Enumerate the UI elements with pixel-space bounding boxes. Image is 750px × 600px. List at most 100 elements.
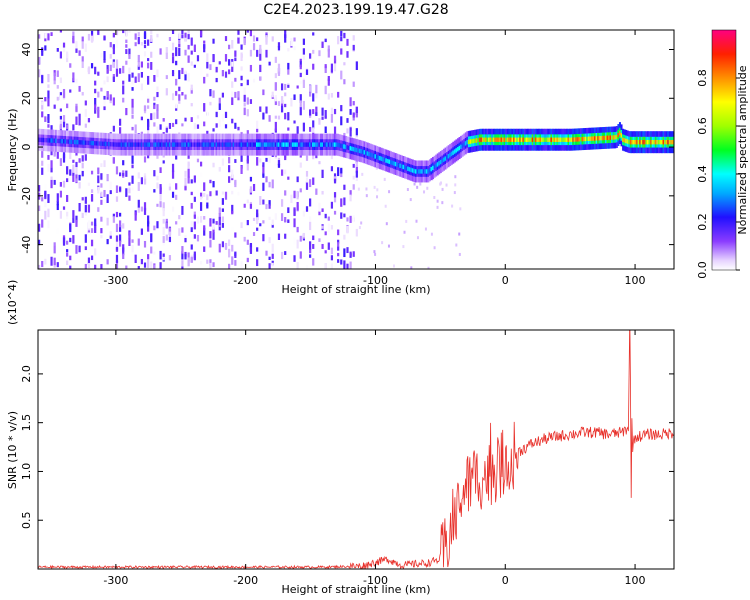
spectrogram-cell <box>352 175 355 180</box>
spectrogram-cell <box>445 183 448 187</box>
spectrogram-cell <box>231 244 234 252</box>
spectrogram-cell <box>109 190 112 195</box>
spectrogram-cell <box>343 197 346 206</box>
spectrogram-cell <box>53 242 56 246</box>
spectrogram-cell <box>302 100 305 110</box>
spectrogram-cell <box>299 251 302 259</box>
spectrogram-cell <box>184 235 187 240</box>
spectral-ridge-core <box>520 137 523 142</box>
spectrogram-cell <box>337 242 340 247</box>
spectrogram-cell <box>355 113 358 118</box>
spectrogram-cell <box>134 30 137 37</box>
spectrogram-cell <box>122 65 125 74</box>
spectrogram-cell <box>84 116 87 123</box>
spectral-ridge-core <box>435 163 438 168</box>
spectral-ridge-core <box>391 160 394 166</box>
spectrogram-cell <box>134 254 137 264</box>
spectrogram-cell <box>349 194 352 202</box>
spectrogram-cell <box>131 164 134 169</box>
y-tick-label: -40 <box>20 236 33 254</box>
spectrogram-cell <box>309 241 312 250</box>
spectral-ridge-core <box>39 137 42 143</box>
spectrogram-cell <box>97 167 100 175</box>
spectral-ridge-core <box>310 142 313 147</box>
spectrogram-cell <box>97 175 100 184</box>
spectral-ridge-core <box>70 139 73 144</box>
spectral-ridge-core <box>600 135 603 141</box>
spectral-ridge-core <box>513 137 516 142</box>
snr-frame <box>37 329 675 570</box>
spectral-ridge-core <box>73 139 76 145</box>
spectral-ridge-core <box>139 142 142 147</box>
spectrogram-cell <box>193 214 196 219</box>
spectral-ridge-core <box>128 142 131 147</box>
spectral-ridge-core <box>97 141 100 146</box>
spectrogram-cell <box>321 116 324 120</box>
y-tick-label: 1.5 <box>20 414 33 432</box>
spectral-ridge-core <box>511 137 514 142</box>
spectrogram-cell <box>41 167 44 175</box>
spectral-ridge-core <box>590 136 593 141</box>
spectrogram-cell <box>69 237 72 243</box>
spectral-ridge-core <box>380 156 383 161</box>
spectrogram-cell <box>159 48 162 55</box>
spectrogram-cell <box>72 218 75 223</box>
spectrogram-cell <box>221 198 224 205</box>
spectrogram-cell <box>143 240 147 248</box>
spectrogram-cell <box>47 74 50 83</box>
spectrogram-cell <box>355 61 358 70</box>
spectral-ridge-core <box>626 139 629 144</box>
spectrogram-cell <box>156 182 159 189</box>
spectrogram-cell <box>56 228 59 234</box>
spectrogram-cell <box>252 183 256 192</box>
spectrogram-cell <box>147 259 150 268</box>
spectral-ridge-core <box>637 139 640 145</box>
y-tick-label: 40 <box>20 43 33 57</box>
spectrogram-cell <box>59 182 63 187</box>
spectrogram-cell <box>137 206 140 213</box>
spectrogram-cell <box>321 243 324 249</box>
spectrogram-cell <box>66 260 69 266</box>
spectrogram-cell <box>312 127 315 133</box>
spectrogram-cell <box>84 204 87 213</box>
spectrogram-cell <box>343 184 346 190</box>
spectrogram-cell <box>206 197 209 206</box>
spectrogram-cell <box>405 219 408 223</box>
spectrogram-cell <box>44 258 47 265</box>
spectrogram-cell <box>134 76 137 83</box>
spectral-ridge-core <box>103 141 106 147</box>
spectral-ridge-core <box>178 142 181 147</box>
spectral-ridge-core <box>433 164 436 169</box>
spectral-ridge-core <box>136 142 139 147</box>
spectrogram-cell <box>312 49 315 54</box>
spectrogram-cell <box>62 206 66 210</box>
spectrogram-cell <box>103 99 106 107</box>
spectrogram-cell <box>122 223 125 229</box>
spectral-ridge-core <box>167 142 170 147</box>
spectral-ridge <box>38 122 674 183</box>
spectrogram-cell <box>215 77 218 83</box>
spectrogram-cell <box>340 198 343 207</box>
spectral-ridge-core <box>270 142 273 147</box>
spectrogram-cell <box>156 69 159 78</box>
spectrogram-cell <box>147 226 150 232</box>
spectrogram-cell <box>84 263 87 269</box>
y-tick-label: -20 <box>20 187 33 205</box>
spectrogram-cell <box>62 43 66 53</box>
spectral-ridge-core <box>472 138 475 144</box>
spectral-ridge-core <box>375 154 378 160</box>
spectrogram-x-axis-label: Height of straight line (km) <box>281 283 430 296</box>
spectrogram-cell <box>218 97 221 104</box>
spectrogram-cell <box>240 154 243 162</box>
spectral-ridge-core <box>280 142 283 147</box>
spectral-ridge-core <box>284 142 287 147</box>
spectrogram-cell <box>218 166 221 172</box>
spectral-ridge-core <box>651 139 654 145</box>
spectrogram-cell <box>178 36 181 45</box>
spectrogram-cell <box>84 246 87 251</box>
spectrogram-cell <box>256 120 259 129</box>
spectrogram-cell <box>168 236 172 243</box>
spectrogram-cell <box>277 115 281 120</box>
spectrogram-cell <box>103 95 106 100</box>
spectral-ridge-core <box>179 142 182 147</box>
